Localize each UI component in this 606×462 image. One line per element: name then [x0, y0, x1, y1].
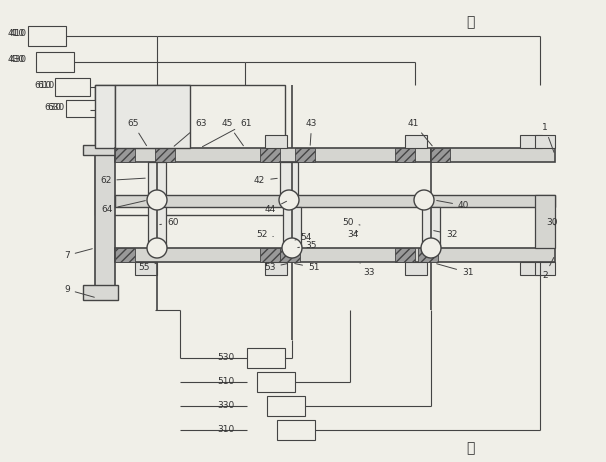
Bar — [83, 145, 118, 155]
Bar — [395, 248, 415, 262]
Text: 34: 34 — [347, 230, 358, 239]
Text: 1: 1 — [542, 123, 554, 152]
Text: 64: 64 — [101, 201, 145, 214]
Bar — [95, 148, 115, 300]
Bar — [95, 85, 285, 215]
Bar — [260, 148, 280, 162]
Bar — [283, 207, 301, 247]
Text: 2: 2 — [542, 257, 554, 280]
Text: 63: 63 — [174, 119, 207, 146]
Text: 9: 9 — [64, 285, 95, 297]
Bar — [422, 207, 440, 247]
Bar — [395, 148, 415, 162]
Text: 33: 33 — [360, 263, 375, 277]
Bar — [535, 262, 555, 275]
Text: 43: 43 — [306, 119, 318, 145]
Bar — [430, 148, 450, 162]
Bar — [148, 207, 166, 247]
Bar — [148, 162, 166, 195]
Text: 45: 45 — [222, 119, 244, 146]
Bar — [265, 262, 287, 275]
Text: 65: 65 — [127, 119, 147, 146]
Text: 610: 610 — [37, 81, 55, 91]
Text: 410: 410 — [10, 30, 27, 38]
Bar — [115, 248, 555, 262]
Bar — [267, 396, 305, 416]
Bar — [520, 262, 542, 275]
Text: 41: 41 — [408, 119, 432, 146]
Bar — [260, 248, 280, 262]
Text: 31: 31 — [437, 264, 473, 277]
Bar — [135, 135, 157, 148]
Text: 510: 510 — [217, 377, 235, 385]
Bar — [405, 262, 427, 275]
Bar — [535, 135, 555, 148]
Bar — [83, 285, 118, 300]
Bar — [115, 85, 190, 148]
Bar — [55, 78, 90, 96]
Text: 7: 7 — [64, 249, 92, 260]
Circle shape — [421, 238, 441, 258]
Bar — [405, 135, 427, 148]
Bar — [520, 135, 542, 148]
Bar — [66, 100, 99, 117]
Bar — [155, 148, 175, 162]
Bar — [265, 135, 287, 148]
Text: 62: 62 — [100, 176, 145, 185]
Text: 32: 32 — [434, 230, 458, 239]
Text: 54: 54 — [295, 233, 311, 242]
Text: 410: 410 — [8, 30, 25, 38]
Bar — [295, 148, 315, 162]
Text: 52: 52 — [256, 230, 273, 239]
Circle shape — [147, 190, 167, 210]
Circle shape — [147, 238, 167, 258]
Text: 40: 40 — [437, 201, 470, 210]
Bar — [280, 162, 298, 195]
Text: 530: 530 — [217, 353, 235, 361]
Text: 30: 30 — [546, 218, 558, 227]
Circle shape — [282, 238, 302, 258]
Text: 42: 42 — [254, 176, 277, 185]
Bar — [418, 248, 438, 262]
Bar — [280, 248, 300, 262]
Text: 后: 后 — [466, 15, 474, 29]
Text: 310: 310 — [217, 425, 235, 433]
Text: 330: 330 — [217, 401, 235, 409]
Bar — [115, 148, 135, 162]
Text: 430: 430 — [8, 55, 25, 65]
Bar — [28, 26, 66, 46]
Text: 前: 前 — [466, 441, 474, 455]
Bar — [535, 195, 555, 248]
Text: 51: 51 — [295, 263, 319, 272]
Bar — [135, 262, 157, 275]
Bar — [115, 248, 135, 262]
Text: 630: 630 — [47, 103, 64, 111]
Text: 430: 430 — [10, 55, 27, 65]
Text: 610: 610 — [34, 81, 52, 91]
Bar — [247, 348, 285, 368]
Bar — [36, 52, 74, 72]
Text: 630: 630 — [44, 103, 61, 113]
Text: 55: 55 — [138, 263, 157, 272]
Text: 60: 60 — [160, 218, 179, 227]
Text: 44: 44 — [265, 201, 287, 214]
Bar — [95, 85, 115, 148]
Text: 50: 50 — [342, 218, 360, 227]
Circle shape — [279, 190, 299, 210]
Bar — [257, 372, 295, 392]
Bar — [115, 195, 555, 207]
Text: 53: 53 — [264, 263, 287, 272]
Circle shape — [414, 190, 434, 210]
Text: 61: 61 — [202, 119, 251, 147]
Text: 35: 35 — [298, 241, 316, 250]
Bar — [115, 148, 555, 162]
Bar — [277, 420, 315, 440]
